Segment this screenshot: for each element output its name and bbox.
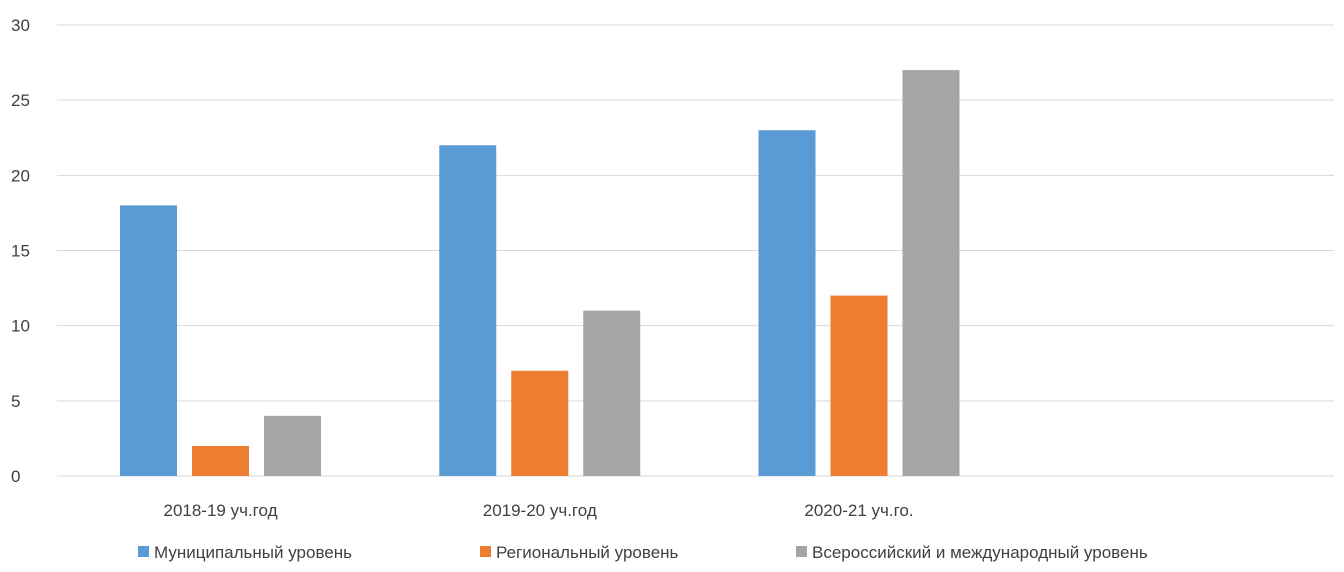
gridlines: [57, 24, 1334, 477]
legend: Муниципальный уровень Региональный уровен…: [138, 543, 1148, 562]
bar: [192, 445, 249, 476]
bar: [902, 70, 960, 476]
y-axis-ticks: 0 5 10 15 20 25 30: [11, 16, 30, 486]
y-tick-label: 5: [11, 392, 20, 411]
x-tick-label: 2019-20 уч.год: [483, 501, 597, 520]
legend-swatch: [138, 546, 149, 557]
y-tick-label: 20: [11, 166, 30, 185]
bar: [830, 295, 888, 476]
y-tick-label: 30: [11, 16, 30, 35]
legend-swatch: [796, 546, 807, 557]
x-axis-ticks: 2018-19 уч.год 2019-20 уч.год 2020-21 уч.г…: [163, 501, 913, 520]
legend-label: Муниципальный уровень: [154, 543, 352, 562]
y-tick-label: 0: [11, 467, 20, 486]
y-tick-label: 15: [11, 242, 30, 261]
x-tick-label: 2020-21 уч.го.: [804, 501, 913, 520]
x-tick-label: 2018-19 уч.год: [163, 501, 277, 520]
bar: [264, 415, 321, 476]
legend-swatch: [480, 546, 491, 557]
bar: [511, 370, 569, 476]
bars: [120, 70, 960, 476]
legend-label: Всероссийский и международный уровень: [812, 543, 1148, 562]
y-tick-label: 25: [11, 91, 30, 110]
bar: [439, 145, 497, 476]
bar: [120, 205, 177, 476]
y-tick-label: 10: [11, 317, 30, 336]
legend-label: Региональный уровень: [496, 543, 679, 562]
bar: [758, 130, 816, 476]
bar: [583, 310, 641, 476]
